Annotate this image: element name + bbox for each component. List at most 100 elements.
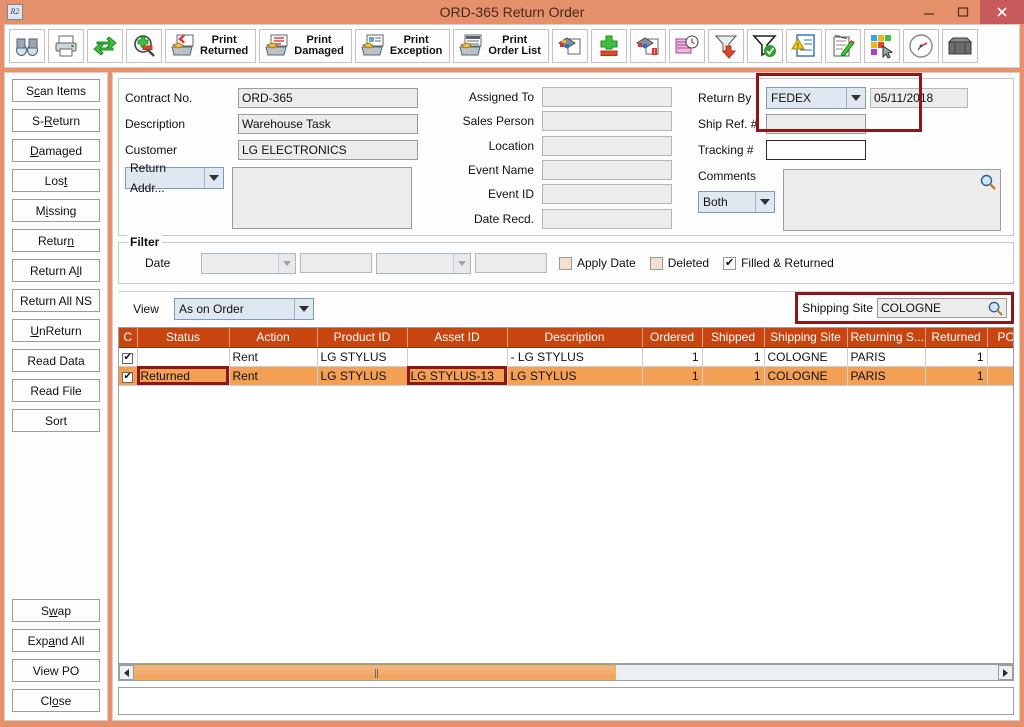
funnel-down-button[interactable] [707, 29, 744, 63]
table-row[interactable]: ✔ Returned Rent LG STYLUS LG STYLUS-13 L… [119, 366, 1013, 386]
table-row[interactable]: ✔ Rent LG STYLUS - LG STYLUS 1 1 COLOGNE… [119, 347, 1013, 367]
col-header-returned[interactable]: Returned [925, 328, 988, 348]
filter-time-to[interactable] [475, 253, 547, 273]
ship-ref-field[interactable] [766, 114, 866, 134]
zoom-add-remove-button[interactable] [126, 29, 162, 63]
magnifier-icon[interactable] [988, 301, 1003, 317]
col-header-action[interactable]: Action [229, 328, 318, 348]
apply-date-checkbox-group[interactable]: Apply Date [559, 256, 636, 270]
return-button[interactable]: Return [12, 229, 100, 252]
print-exception-button[interactable]: Print Exception [354, 29, 451, 63]
missing-button[interactable]: Missing [12, 199, 100, 222]
col-header-description[interactable]: Description [507, 328, 643, 348]
lost-button[interactable]: Lost [12, 169, 100, 192]
chevron-down-icon[interactable] [453, 253, 470, 273]
col-header-shipped[interactable]: Shipped [702, 328, 765, 348]
print-button[interactable] [48, 29, 84, 63]
magnifier-icon[interactable] [980, 174, 996, 193]
damaged-button[interactable]: Damaged [12, 139, 100, 162]
read-data-button[interactable]: Read Data [12, 349, 100, 372]
scroll-left-button[interactable] [119, 665, 134, 680]
return-by-combo[interactable]: FEDEX [766, 87, 866, 109]
scan-items-button[interactable]: Scan Items [12, 79, 100, 102]
event-name-field[interactable] [542, 160, 672, 181]
close-form-button[interactable]: Close [12, 689, 100, 712]
return-all-ns-button[interactable]: Return All NS [12, 289, 100, 312]
chevron-down-icon[interactable] [755, 192, 774, 212]
filled-returned-checkbox-group[interactable]: ✔ Filled & Returned [723, 256, 834, 270]
close-button[interactable] [980, 0, 1024, 24]
items-grid[interactable]: C Status Action Product ID Asset ID Desc… [118, 73, 1014, 664]
chevron-down-icon[interactable] [294, 298, 313, 319]
crate-button[interactable] [941, 29, 978, 63]
plus-minus-button[interactable] [590, 29, 627, 63]
clock-button[interactable] [902, 29, 939, 63]
color-palette-button[interactable] [863, 29, 900, 63]
col-header-ordered[interactable]: Ordered [642, 328, 703, 348]
customer-field[interactable]: LG ELECTRONICS [238, 140, 418, 160]
date-recd-field[interactable] [542, 208, 672, 229]
row-checkbox[interactable]: ✔ [122, 371, 134, 383]
shipping-site-field[interactable]: COLOGNE [877, 298, 1007, 318]
print-returned-button[interactable]: Print Returned [165, 29, 257, 63]
filter-time-from[interactable] [300, 253, 372, 273]
scrollbar-thumb[interactable] [134, 665, 616, 680]
apply-date-checkbox[interactable] [559, 256, 572, 270]
view-combo[interactable]: As on Order [174, 297, 314, 320]
return-all-button[interactable]: Return All [12, 259, 100, 282]
row-checkbox[interactable]: ✔ [122, 352, 134, 364]
grid-horizontal-scrollbar[interactable] [118, 664, 1014, 681]
chevron-down-icon[interactable] [846, 88, 865, 108]
description-field[interactable]: Warehouse Task [238, 114, 418, 134]
comments-type-combo[interactable]: Both [698, 191, 775, 213]
col-header-returning-site[interactable]: Returning S... [847, 328, 926, 348]
swap-button[interactable]: Swap [12, 599, 100, 622]
comments-textarea[interactable] [783, 169, 1001, 231]
print-damaged-button[interactable]: Print Damaged [259, 29, 352, 63]
tracking-field[interactable] [766, 140, 866, 160]
sales-person-field[interactable] [542, 111, 672, 132]
return-address-textarea[interactable] [232, 167, 412, 229]
deleted-checkbox[interactable] [649, 256, 663, 270]
expand-all-button[interactable]: Expand All [12, 629, 100, 652]
chevron-down-icon[interactable] [278, 253, 295, 273]
read-file-button[interactable]: Read File [12, 379, 100, 402]
print-order-list-button[interactable]: Print Order List [453, 29, 549, 63]
event-id-field[interactable] [542, 184, 672, 205]
unreturn-button[interactable]: UnReturn [12, 319, 100, 342]
add-asset-button[interactable] [551, 29, 588, 63]
scroll-right-button[interactable] [998, 665, 1013, 680]
s-return-button[interactable]: S-Return [12, 109, 100, 132]
deleted-checkbox-group[interactable]: Deleted [649, 256, 709, 270]
return-address-combo[interactable]: Return Addr... [125, 161, 224, 195]
binoculars-button[interactable] [9, 29, 45, 63]
row-checkbox-cell[interactable]: ✔ [119, 347, 138, 367]
notepad-edit-button[interactable] [824, 29, 861, 63]
col-header-product-id[interactable]: Product ID [317, 328, 408, 348]
assigned-to-field[interactable] [542, 87, 672, 108]
minimize-button[interactable] [912, 0, 946, 24]
return-date-field[interactable]: 05/11/2018 [870, 88, 968, 108]
filled-returned-checkbox[interactable]: ✔ [723, 256, 737, 270]
contract-no-field[interactable]: ORD-365 [238, 88, 418, 108]
asset-alert-button[interactable]: ! [629, 29, 666, 63]
document-warning-button[interactable]: ! [785, 29, 822, 63]
view-po-button[interactable]: View PO [12, 659, 100, 682]
history-clock-button[interactable] [668, 29, 705, 63]
maximize-button[interactable] [946, 0, 980, 24]
filter-date-to[interactable] [376, 252, 471, 274]
col-header-shipping-site[interactable]: Shipping Site [764, 328, 848, 348]
filter-check-button[interactable] [746, 29, 783, 63]
col-header-status[interactable]: Status [137, 328, 230, 348]
location-field[interactable] [542, 135, 672, 156]
col-header-po[interactable]: PO / [987, 328, 1013, 348]
filter-date-from[interactable] [201, 252, 296, 274]
col-header-asset-id[interactable]: Asset ID [407, 328, 508, 348]
row-checkbox-cell[interactable]: ✔ [119, 366, 138, 386]
refresh-button[interactable] [87, 29, 123, 63]
window-body: Scan Items S-Return Damaged Lost Missing… [0, 68, 1024, 727]
scrollbar-track[interactable] [616, 665, 998, 680]
col-header-c[interactable]: C [119, 328, 138, 348]
chevron-down-icon[interactable] [204, 168, 223, 188]
sort-button[interactable]: Sort [12, 409, 100, 432]
